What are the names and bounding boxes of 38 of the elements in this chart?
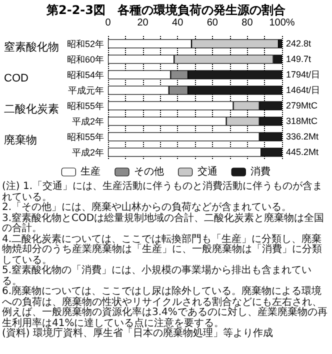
x-tick-label: 40 [172, 18, 184, 28]
text: 242.8t [286, 38, 312, 48]
text: 廃棄物 [4, 133, 37, 146]
text: 279MtC [286, 100, 318, 110]
text: 4.二酸化炭素については、ここでは転換部門も「生産」に分類し、廃棄物焼却分のうち産業廃棄物は「生産」に、一般廃棄物は「消費」に分類している。 [2, 234, 323, 266]
y-tick-label: 昭和55年 [66, 100, 104, 111]
text: 2.「その他」には、廃棄や山林からの負荷などが含まれている。 [2, 202, 293, 213]
text: COD [4, 72, 28, 84]
legend-label: その他 [134, 166, 164, 178]
legend-label: 交通 [197, 166, 218, 178]
y-tick-label: 昭和54年 [66, 70, 104, 80]
y-tick-label: 平成元年 [68, 85, 104, 96]
text: (注) 1.「交通」には、生産活動に伴うものと消費活動に伴うものが含まれている。 [2, 181, 324, 202]
text: 1464t/日 [286, 84, 320, 95]
text: 3.窒素酸化物とCODは総量規制地域の合計、二酸化炭素と廃棄物は全国の合計。 [2, 212, 326, 234]
y-tick-label: 昭和60年 [66, 54, 104, 64]
text: 6.廃棄物については、ここではし尿は除外している。廃棄物による環境への負荷は、廃棄物の性状やリサイクルされる割合などにも左右され、例えば、一般廃棄物の資源化率は3.4%であるのに対し、産業廃棄物の再生利用率は41%に達している点に注意を要する。 [2, 286, 328, 328]
text: 窒素酸化物 [4, 40, 59, 54]
y-tick-label: 昭和52年 [66, 38, 104, 49]
text: 336.2Mt [286, 131, 320, 142]
text: 1794t/日 [286, 69, 320, 80]
x-tick-label: 20 [137, 18, 149, 28]
legend-label: 生産 [80, 166, 101, 178]
x-tick-label: 60 [206, 18, 218, 28]
x-tick-label: 0 [105, 18, 112, 28]
text: 二酸化炭素 [4, 102, 59, 116]
x-tick-label: 100% [269, 18, 295, 28]
legend-label: 消費 [250, 166, 271, 178]
chart-title: 第2-2-3図 各種の環境負荷の発生源の割合 [45, 2, 286, 18]
text: 149.7t [286, 54, 312, 64]
x-tick-label: 80 [242, 18, 254, 28]
y-tick-label: 平成2年 [72, 116, 104, 126]
text: (資料) 環境庁資料、厚生省「日本の廃棄物処理」等より作成 [2, 328, 274, 340]
text: 318MtC [286, 116, 318, 126]
text: 5.窒素酸化物の「消費」には、小規模の事業場から排出も含まれている。 [2, 265, 312, 286]
y-tick-label: 昭和55年 [66, 132, 104, 142]
y-tick-label: 平成2年 [72, 147, 104, 158]
text: 445.2Mt [286, 146, 320, 157]
